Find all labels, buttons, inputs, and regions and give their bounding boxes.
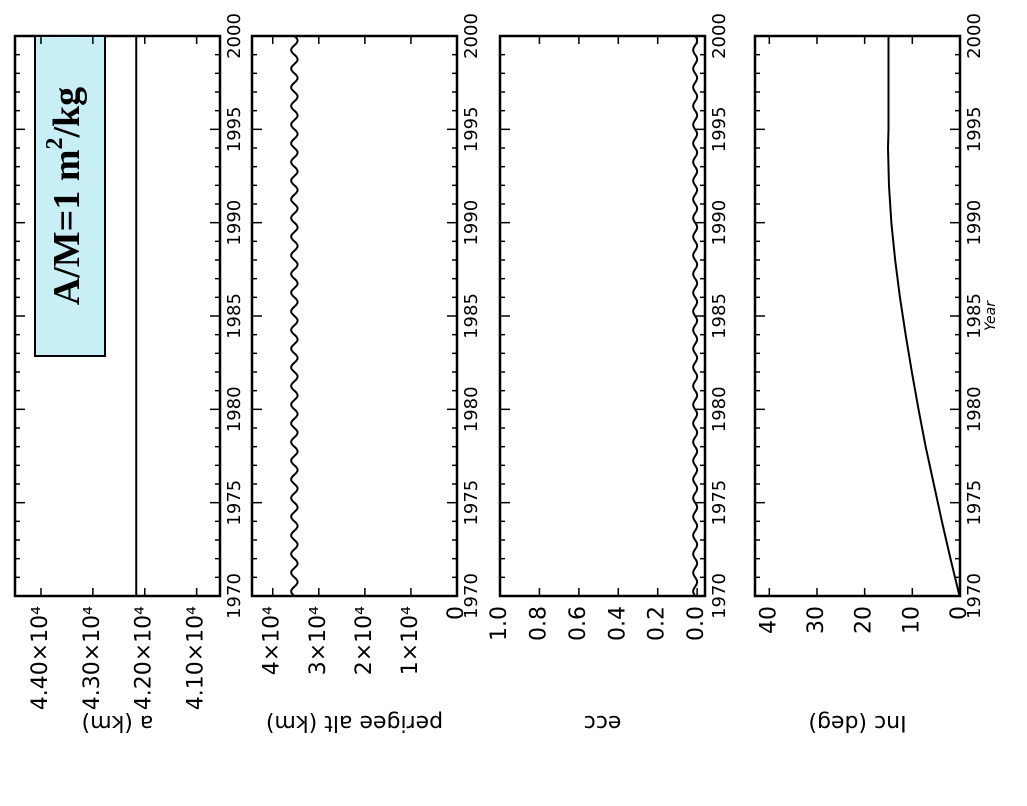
x-tick-labels: 1970 1975 1980 1985 1990 1995 2000 — [224, 13, 245, 619]
y-tick-label: 20 — [852, 606, 877, 634]
y-tick-label: 30 — [804, 606, 829, 634]
y-axis-label: Inc (deg) — [808, 710, 906, 735]
panel-perigee-altitude: 0 1×10⁴ 2×10⁴ 3×10⁴ 4×10⁴ 1970 1975 1980… — [250, 13, 482, 735]
panel-inclination: 0 10 20 30 40 1970 1975 1980 1985 1990 1… — [753, 13, 999, 735]
x-tick-label: 1985 — [224, 293, 245, 339]
y-tick-label: 0.0 — [684, 606, 709, 641]
x-tick-label: 1985 — [964, 293, 985, 339]
series-line — [887, 36, 961, 597]
series-line — [290, 35, 299, 597]
y-tick-label: 0 — [444, 606, 469, 620]
x-tick-label: 1970 — [709, 573, 730, 619]
x-tick-label: 1980 — [461, 386, 482, 432]
y-tick-label: 4.40×10⁴ — [28, 606, 53, 710]
y-tick-label: 0 — [947, 606, 972, 620]
x-tick-label: 2000 — [224, 13, 245, 59]
y-tick-label: 1.0 — [487, 606, 512, 641]
series-line — [692, 35, 699, 597]
rotated-figure: 4.10×10⁴ 4.20×10⁴ 4.30×10⁴ 4.40×10⁴ 1970… — [13, 13, 999, 735]
y-tick-label: 0.6 — [566, 606, 591, 641]
y-tick-label: 2×10⁴ — [352, 606, 377, 675]
annotation-tail: /kg — [46, 87, 88, 139]
panel-frame — [498, 34, 707, 598]
x-minor-ticks — [500, 35, 705, 597]
y-tick-label: 4.20×10⁴ — [132, 606, 157, 710]
panel-eccentricity: 0.0 0.2 0.4 0.6 0.8 1.0 1970 1975 1980 1… — [487, 13, 730, 735]
annotation-superscript: 2 — [42, 138, 68, 150]
x-tick-labels: 1970 1975 1980 1985 1990 1995 2000 — [461, 13, 482, 619]
panel-frame — [250, 34, 459, 598]
y-axis-label: a (km) — [82, 710, 154, 735]
x-tick-label: 1980 — [709, 386, 730, 432]
y-tick-label: 0.8 — [526, 606, 551, 641]
x-minor-ticks — [252, 35, 457, 597]
x-tick-label: 1995 — [461, 106, 482, 152]
y-axis-label: perigee alt (km) — [266, 710, 443, 735]
x-minor-ticks — [15, 35, 220, 597]
x-tick-label: 1970 — [964, 573, 985, 619]
y-tick-labels: 0 1×10⁴ 2×10⁴ 3×10⁴ 4×10⁴ — [260, 606, 469, 675]
x-tick-label: 1975 — [461, 480, 482, 526]
y-tick-label: 4.30×10⁴ — [80, 606, 105, 710]
x-tick-label: 1975 — [224, 480, 245, 526]
x-tick-label: 2000 — [709, 13, 730, 59]
x-tick-label: 2000 — [461, 13, 482, 59]
x-tick-label: 1985 — [461, 293, 482, 339]
annotation-rect — [34, 35, 106, 357]
y-tick-label: 40 — [756, 606, 781, 634]
x-tick-label: 1975 — [709, 480, 730, 526]
y-tick-label: 4.10×10⁴ — [184, 606, 209, 710]
y-tick-label: 0.4 — [605, 606, 630, 641]
y-tick-label: 0.2 — [645, 606, 670, 641]
x-tick-label: 1985 — [709, 293, 730, 339]
x-tick-label: 1980 — [964, 386, 985, 432]
x-tick-label: 1990 — [461, 200, 482, 246]
x-tick-label: 1995 — [709, 106, 730, 152]
x-tick-label: 1980 — [224, 386, 245, 432]
x-tick-label: 1970 — [224, 573, 245, 619]
x-tick-label: 1975 — [964, 480, 985, 526]
y-tick-label: 1×10⁴ — [398, 606, 423, 675]
x-minor-ticks — [755, 35, 960, 597]
y-tick-label: 4×10⁴ — [260, 606, 285, 675]
x-tick-label: 1990 — [964, 200, 985, 246]
x-axis-label: Year — [983, 300, 999, 331]
x-tick-labels: 1970 1975 1980 1985 1990 1995 2000 — [964, 13, 985, 619]
x-tick-label: 1970 — [461, 573, 482, 619]
annotation-text: A/M=1 m2/kg — [42, 87, 88, 305]
y-tick-labels: 0 10 20 30 40 — [756, 606, 972, 634]
x-tick-label: 2000 — [964, 13, 985, 59]
annotation-box: A/M=1 m2/kg — [34, 35, 106, 357]
x-tick-label: 1995 — [964, 106, 985, 152]
x-tick-label: 1995 — [224, 106, 245, 152]
x-tick-label: 1990 — [709, 200, 730, 246]
y-axis-label: ecc — [584, 710, 622, 735]
y-tick-label: 3×10⁴ — [306, 606, 331, 675]
y-tick-label: 10 — [899, 606, 924, 634]
x-tick-label: 1990 — [224, 200, 245, 246]
panel-frame — [753, 34, 962, 598]
x-tick-labels: 1970 1975 1980 1985 1990 1995 2000 — [709, 13, 730, 619]
y-tick-labels: 0.0 0.2 0.4 0.6 0.8 1.0 — [487, 606, 709, 641]
y-tick-labels: 4.10×10⁴ 4.20×10⁴ 4.30×10⁴ 4.40×10⁴ — [28, 606, 209, 710]
annotation-main: A/M=1 m — [46, 150, 88, 306]
panel-semi-major-axis: 4.10×10⁴ 4.20×10⁴ 4.30×10⁴ 4.40×10⁴ 1970… — [13, 13, 245, 735]
